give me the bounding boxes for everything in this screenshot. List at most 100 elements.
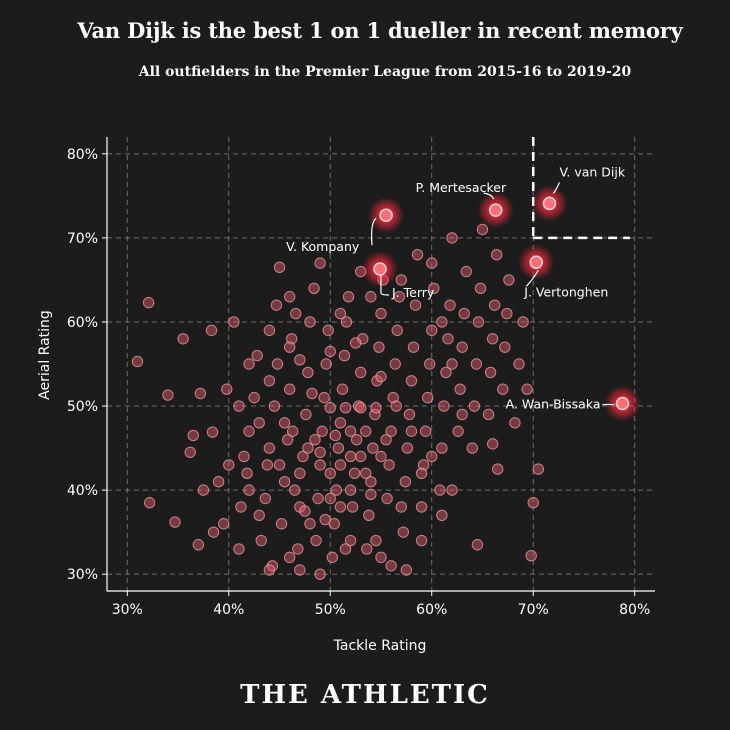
data-point <box>355 366 367 379</box>
data-point <box>324 402 336 414</box>
chart-title: Van Dijk is the best 1 on 1 dueller in r… <box>77 18 683 43</box>
x-tick-label: 70% <box>518 602 549 618</box>
data-point <box>278 417 291 429</box>
data-point <box>426 324 438 337</box>
data-point <box>349 337 362 349</box>
data-point <box>407 341 420 353</box>
data-point <box>273 459 286 471</box>
data-point <box>289 484 301 496</box>
data-point <box>405 425 418 437</box>
data-point <box>263 375 276 387</box>
data-point <box>395 501 407 513</box>
data-point <box>302 442 314 454</box>
data-point <box>263 324 276 337</box>
threshold-box <box>531 137 630 240</box>
y-tick-label: 60% <box>67 315 98 331</box>
data-point <box>472 316 485 328</box>
data-point <box>415 467 428 479</box>
data-point <box>401 442 414 454</box>
data-point <box>375 450 387 463</box>
data-point <box>365 476 377 488</box>
annotation-label: A. Wan-Bissaka <box>506 397 601 412</box>
data-point <box>375 370 387 383</box>
data-point <box>241 467 253 479</box>
x-tick-label: 50% <box>315 602 346 618</box>
data-point <box>131 355 144 368</box>
annotation-line <box>483 192 495 200</box>
highlighted-players: V. van Dijk P. Mertesacker V. Kompany J. Te… <box>286 164 641 422</box>
data-point <box>503 274 515 286</box>
data-point <box>428 282 440 295</box>
data-point <box>294 354 306 366</box>
data-point <box>438 400 450 412</box>
data-point <box>297 450 309 463</box>
data-point <box>365 488 377 501</box>
data-point <box>285 333 298 345</box>
data-point <box>218 518 230 530</box>
data-point <box>194 387 207 400</box>
data-point <box>184 446 196 458</box>
data-point <box>391 324 403 337</box>
annotation-line <box>552 182 561 194</box>
data-point <box>454 383 466 395</box>
tick-labels: 30% 40% 50% 60% 70% 80% 30% 40% 50% 60% 70% 80% <box>67 147 650 618</box>
data-point <box>300 408 312 421</box>
data-point <box>375 307 387 320</box>
data-point <box>255 534 267 547</box>
data-point <box>415 501 428 513</box>
data-point <box>336 383 349 395</box>
data-point <box>259 492 272 505</box>
data-point <box>482 408 495 421</box>
data-point <box>486 438 499 450</box>
data-point <box>271 358 284 370</box>
highlight-point <box>615 396 630 411</box>
axes <box>106 137 655 592</box>
y-tick-label: 80% <box>67 147 98 163</box>
data-point <box>344 534 357 547</box>
data-point <box>350 433 363 446</box>
data-point <box>318 391 330 404</box>
x-tick-label: 80% <box>619 602 650 618</box>
data-point <box>436 442 448 454</box>
data-point <box>389 358 401 370</box>
data-point <box>212 476 225 488</box>
data-point <box>409 299 422 311</box>
data-point <box>399 476 412 488</box>
data-point <box>365 291 377 303</box>
data-point <box>385 425 397 437</box>
data-point <box>223 459 235 471</box>
data-point <box>261 459 274 471</box>
data-point <box>424 358 436 370</box>
data-point <box>490 249 503 261</box>
data-point <box>339 402 352 414</box>
data-point <box>326 551 338 564</box>
data-point <box>206 426 219 438</box>
data-point <box>383 459 395 471</box>
data-point <box>471 539 484 551</box>
data-point <box>486 333 499 345</box>
highlight-point <box>542 196 557 211</box>
highlight-point <box>373 262 387 276</box>
data-point <box>355 402 367 414</box>
annotation-label: J. Vertonghen <box>523 284 608 299</box>
data-point <box>415 534 428 547</box>
data-point <box>319 513 331 526</box>
data-point <box>361 543 373 555</box>
data-point <box>324 467 336 479</box>
data-point <box>334 501 347 513</box>
data-point <box>283 341 296 353</box>
data-point <box>310 534 322 547</box>
data-point <box>474 282 487 295</box>
data-point <box>143 497 156 509</box>
data-point <box>367 442 379 454</box>
data-point <box>302 366 314 379</box>
data-point <box>380 433 392 446</box>
data-point <box>492 463 504 475</box>
data-point <box>238 450 250 463</box>
data-point <box>387 391 399 404</box>
data-point <box>446 358 458 370</box>
data-point <box>397 526 410 538</box>
data-point <box>426 257 438 269</box>
data-point <box>405 375 418 387</box>
data-point <box>324 492 336 505</box>
